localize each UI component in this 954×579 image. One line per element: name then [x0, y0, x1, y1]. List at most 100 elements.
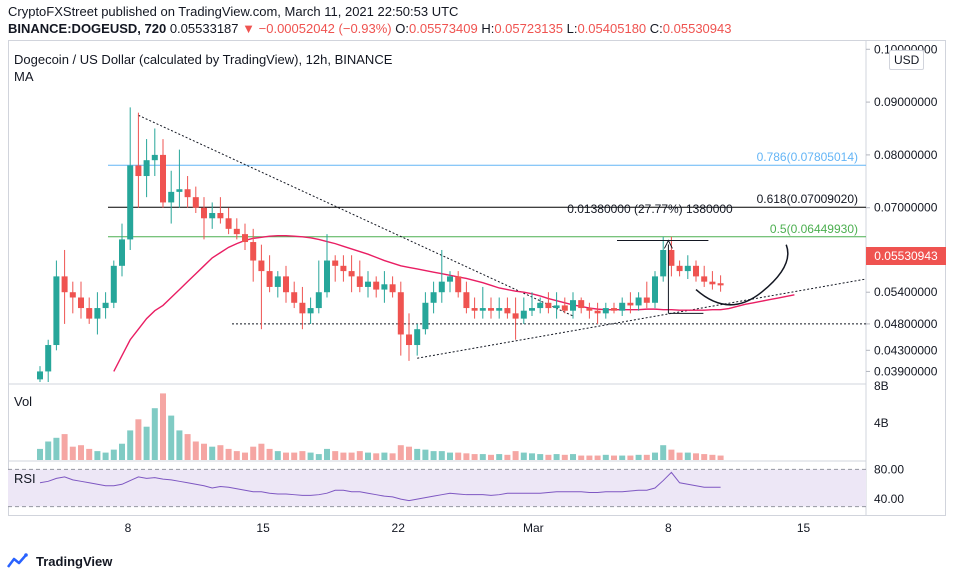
candle-body: [332, 260, 339, 266]
candle-body: [53, 276, 60, 346]
volume-bar: [537, 454, 544, 460]
candle-body: [45, 345, 52, 372]
candle-body: [693, 265, 699, 277]
y-tick-label: 0.03900000: [874, 364, 938, 378]
currency-button[interactable]: USD: [889, 50, 925, 70]
candle-body: [176, 189, 183, 192]
high-value: 0.05723135: [494, 21, 563, 36]
candle-body: [717, 283, 724, 286]
close-label: C:: [649, 21, 663, 36]
volume-bar: [127, 430, 134, 460]
x-tick-label: Mar: [523, 521, 544, 535]
volume-bar: [356, 451, 363, 460]
y-tick-label: 0.08000000: [874, 148, 938, 162]
candle-body: [520, 310, 527, 319]
open-value: 0.05573409: [409, 21, 478, 36]
volume-bar: [570, 454, 576, 460]
volume-bar: [602, 454, 609, 460]
candle-body: [143, 160, 150, 177]
candle-body: [438, 281, 445, 293]
candle-body: [471, 308, 478, 311]
candle-body: [168, 191, 175, 203]
volume-bar: [266, 448, 273, 460]
y-tick-label: 0.05400000: [874, 285, 938, 299]
candle-body: [102, 302, 109, 309]
candle-body: [561, 305, 568, 311]
volume-bar: [332, 451, 339, 460]
candle-body: [627, 302, 634, 306]
volume-bar: [643, 454, 650, 460]
published-line: CryptoFXStreet published on TradingView.…: [8, 4, 459, 19]
chart-frame: [8, 40, 946, 516]
volume-bar: [242, 452, 248, 460]
ma-label: MA: [14, 69, 34, 84]
ascending-trendline: [417, 278, 867, 359]
volume-bar: [283, 452, 289, 460]
volume-bar: [151, 408, 158, 460]
fib-level-label: 0.618(0.07009020): [757, 192, 858, 206]
volume-bar: [660, 445, 667, 460]
candle-body: [529, 308, 535, 311]
candle-body: [250, 242, 257, 261]
low-value: 0.05405180: [577, 21, 647, 36]
ma-line: [113, 235, 795, 372]
volume-bar: [684, 452, 691, 460]
candle-body: [488, 308, 494, 311]
volume-bar: [258, 443, 265, 460]
volume-bar: [209, 446, 216, 460]
volume-bar: [430, 451, 437, 460]
candle-body: [225, 218, 232, 229]
candle-body: [233, 228, 240, 235]
candle-body: [258, 260, 265, 272]
candle-body: [61, 276, 68, 293]
volume-bar: [553, 454, 560, 460]
volume-bar: [37, 448, 43, 460]
volume-bar: [471, 454, 478, 460]
volume-bar: [184, 434, 191, 460]
volume-bar: [717, 455, 724, 460]
volume-bar: [110, 449, 117, 460]
volume-bar: [381, 452, 388, 460]
candle-body: [504, 308, 511, 314]
candle-body: [110, 265, 117, 303]
candle-body: [635, 297, 642, 306]
candle-body: [127, 165, 134, 240]
volume-bar: [119, 443, 125, 460]
candle-body: [611, 308, 617, 311]
rsi-tick-label: 80.00: [874, 462, 904, 476]
volume-bar: [447, 452, 453, 460]
candle-body: [422, 302, 429, 330]
candle-body: [266, 271, 273, 287]
candle-body: [78, 297, 84, 309]
volume-bar: [512, 451, 519, 460]
volume-bar: [69, 446, 76, 460]
candle-body: [315, 292, 322, 309]
candle-body: [570, 300, 576, 311]
symbol: BINANCE:DOGEUSD, 720: [8, 21, 167, 36]
candle-body: [479, 308, 486, 311]
candle-body: [602, 308, 609, 314]
volume-bar: [578, 455, 585, 460]
volume-bar: [135, 419, 142, 460]
candle-body: [455, 276, 462, 293]
candle-body: [94, 308, 101, 319]
last-price: 0.05533187: [169, 21, 239, 36]
rsi-tick-label: 40.00: [874, 492, 904, 506]
vol-label: Vol: [14, 394, 33, 409]
volume-bar: [217, 445, 224, 460]
volume-bar: [479, 454, 486, 460]
volume-bar: [373, 453, 380, 460]
candle-body: [414, 329, 421, 346]
volume-bar: [406, 446, 412, 460]
volume-bar: [53, 437, 60, 460]
y-tick-label: 0.04300000: [874, 343, 938, 357]
measure-arrow-head: [663, 239, 673, 249]
candle-body: [373, 281, 380, 290]
rsi-line: [39, 471, 721, 502]
candle-body: [553, 305, 560, 309]
volume-bar: [307, 452, 314, 460]
volume-bar: [496, 454, 503, 460]
volume-bar: [274, 451, 281, 460]
candle-body: [512, 313, 519, 319]
